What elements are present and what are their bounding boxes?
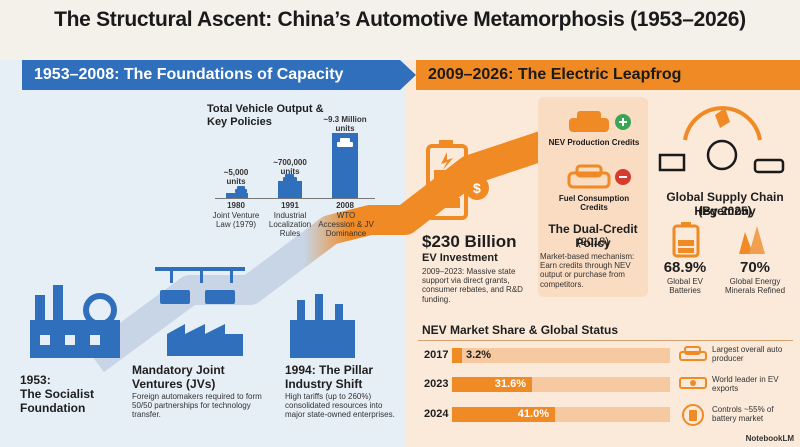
bar-policy-1980: Joint Venture Law (1979) (212, 211, 260, 230)
minerals-share-value: 70% (739, 259, 771, 276)
dual-credit-title: The Dual-Credit Policy (548, 222, 638, 250)
supply-chain-title: Global Supply Chain Hegemony (666, 190, 784, 218)
status-2017: Largest overall auto producer (712, 345, 783, 364)
nev-year-2017: 2017 (424, 349, 449, 361)
bar-value-label-1980: ~5,000 units (223, 168, 249, 187)
bar-year-2008: 2008 (336, 201, 354, 210)
bar-value-label-1991: ~700,000 units (273, 158, 307, 177)
jv-description: Foreign automakers required to form 50/5… (132, 392, 262, 420)
assembly-line-icon (155, 267, 245, 304)
ev-plus-icon (569, 111, 631, 132)
notebooklm-logo: NotebookLM (745, 434, 794, 443)
output-bar-1980 (226, 193, 248, 198)
pillar-title: 1994: The Pillar Industry Shift (285, 363, 374, 391)
industrial-plant-icon (290, 294, 355, 358)
producer-car-icon (679, 346, 707, 361)
nev-track-2017 (452, 348, 670, 363)
page-title: The Structural Ascent: China’s Automotiv… (54, 8, 746, 31)
battery-share-value: 68.9% (663, 259, 707, 276)
output-chart-heading: Total Vehicle Output & Key Policies (207, 103, 324, 128)
nev-market-heading: NEV Market Share & Global Status (422, 323, 619, 337)
nev-value-2017: 3.2% (466, 349, 492, 361)
nev-bar-2023: 31.6% (452, 377, 532, 392)
nev-bar-2024: 41.0% (452, 407, 555, 422)
nev-divider (418, 340, 793, 341)
bar-year-1991: 1991 (281, 201, 299, 210)
dual-credit-year: (2018) (577, 236, 609, 248)
battery-stat-icon (672, 222, 700, 258)
fuel-credits-label: Fuel Consumption Credits (558, 194, 630, 213)
minerals-share-label: Global Energy Minerals Refined (724, 277, 786, 296)
banner-electric-leapfrog: 2009–2026: The Electric Leapfrog (416, 60, 800, 90)
battery-icon: $ (426, 140, 489, 220)
bar-year-1980: 1980 (227, 201, 245, 210)
status-2023: World leader in EV exports (712, 375, 779, 394)
ev-export-icon (679, 377, 707, 389)
nev-credits-label: NEV Production Credits (548, 138, 640, 147)
car-minus-icon (567, 164, 631, 189)
bar-policy-1991: Industrial Localization Rules (268, 211, 312, 239)
minerals-icon (739, 226, 765, 254)
founding-line2: The Socialist (20, 387, 95, 401)
battery-share-label: Global EV Batteries (666, 277, 704, 296)
bar-policy-2008: WTO Accession & JV Dominance (318, 211, 374, 239)
banner-foundations: 1953–2008: The Foundations of Capacity (22, 60, 400, 90)
nev-year-2024: 2024 (424, 408, 449, 420)
founding-line3: Foundation (20, 401, 86, 415)
pillar-description: High tariffs (up to 260%) consolidated r… (285, 392, 395, 420)
supply-chain-cycle-icon (658, 106, 785, 174)
car-icon (337, 138, 353, 147)
investment-label: EV Investment (422, 252, 498, 264)
bar-value-label-2008: ~9.3 Million units (323, 115, 367, 134)
founding-line1: 1953: (20, 373, 51, 387)
output-chart-baseline (215, 198, 375, 199)
supply-chain-year: (By 2025) (698, 204, 752, 218)
banner-arrow (400, 60, 416, 90)
left-era-background (0, 60, 420, 447)
jv-factory-icon (167, 324, 243, 356)
battery-market-icon (682, 404, 704, 426)
investment-description: 2009–2023: Massive state support via dir… (422, 267, 523, 304)
factory-icon (30, 285, 120, 358)
nev-year-2023: 2023 (424, 378, 449, 390)
svg-text:$: $ (473, 180, 481, 196)
status-2024: Controls ~55% of battery market (712, 405, 774, 424)
output-bar-1991 (278, 181, 302, 198)
car-icon (283, 174, 297, 182)
nev-bar-2017 (452, 348, 462, 363)
car-icon (235, 186, 247, 193)
investment-amount: $230 Billion (422, 232, 517, 251)
jv-title: Mandatory Joint Ventures (JVs) (132, 363, 225, 391)
dual-credit-description: Market-based mechanism: Earn credits thr… (540, 252, 635, 289)
